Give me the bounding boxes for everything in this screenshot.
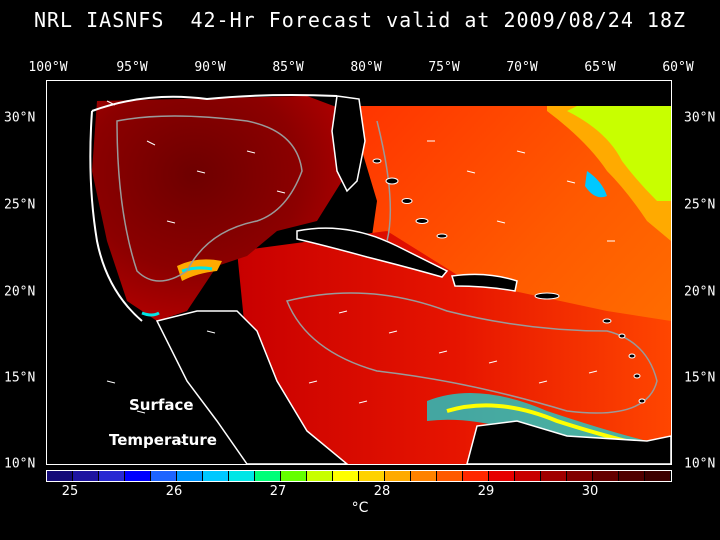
colorbar-swatch: [203, 471, 229, 481]
lon-tick: 95°W: [116, 60, 148, 75]
colorbar-swatch: [385, 471, 411, 481]
colorbar-swatch: [437, 471, 463, 481]
colorbar-swatch: [307, 471, 333, 481]
colorbar-swatch: [567, 471, 593, 481]
gulf-depth-contour: [116, 115, 303, 282]
colorbar-swatch: [645, 471, 671, 481]
lat-tick: 20°N: [4, 284, 36, 300]
colorbar-swatch: [619, 471, 645, 481]
lon-tick: 65°W: [584, 60, 616, 75]
lat-tick: 25°N: [684, 197, 716, 213]
cold-eddy: [585, 171, 607, 198]
colorbar-swatch: [255, 471, 281, 481]
bahamas-contour: [376, 120, 392, 242]
colorbar-swatch: [281, 471, 307, 481]
colorbar-label: 30: [581, 484, 599, 499]
hispaniola-island: [451, 273, 518, 292]
colorbar-unit: °C: [351, 500, 369, 516]
wind-vectors: [106, 100, 615, 444]
lon-tick: 70°W: [506, 60, 538, 75]
temperature-map[interactable]: Surface Temperature: [46, 80, 672, 465]
caribbean-depth-contour: [285, 292, 658, 414]
lat-tick: 10°N: [4, 456, 36, 472]
overlay-label-line1: Surface: [129, 396, 194, 414]
colorbar-swatch: [229, 471, 255, 481]
gulf-of-mexico: [92, 96, 347, 321]
lat-tick: 30°N: [4, 110, 36, 126]
colorbar-swatch: [99, 471, 125, 481]
lat-tick: 20°N: [684, 284, 716, 300]
colorbar-label: 29: [477, 484, 495, 499]
gulf-coastline: [91, 94, 338, 112]
colorbar-swatch: [177, 471, 203, 481]
lat-tick: 30°N: [684, 110, 716, 126]
lat-tick: 10°N: [684, 456, 716, 472]
colorbar-label: 28: [373, 484, 391, 499]
colorbar-swatch: [489, 471, 515, 481]
colorbar-label: 27: [269, 484, 287, 499]
overlay-label-line2: Temperature: [109, 431, 217, 449]
lon-tick: 85°W: [272, 60, 304, 75]
colorbar-swatch: [151, 471, 177, 481]
cool-coastal-strip: [181, 266, 213, 273]
colorbar: [46, 470, 672, 482]
colorbar-swatch: [333, 471, 359, 481]
lon-tick: 60°W: [662, 60, 694, 75]
cuba-island: [296, 227, 449, 278]
bahamas-islands: [372, 158, 448, 239]
lon-tick: 75°W: [428, 60, 460, 75]
colorbar-swatch: [47, 471, 73, 481]
colorbar-swatch: [359, 471, 385, 481]
colorbar-swatch: [541, 471, 567, 481]
lesser-antilles: [534, 292, 646, 404]
lon-tick: 90°W: [194, 60, 226, 75]
lat-tick: 15°N: [684, 370, 716, 386]
colorbar-swatch: [593, 471, 619, 481]
florida-land: [331, 95, 366, 193]
cool-coastal-strip-west: [141, 311, 160, 317]
mexico-coastline: [89, 110, 143, 322]
lat-tick: 15°N: [4, 370, 36, 386]
colorbar-label: 26: [165, 484, 183, 499]
lon-tick: 80°W: [350, 60, 382, 75]
central-america-land: [155, 310, 350, 465]
colorbar-swatch: [125, 471, 151, 481]
colorbar-swatch: [463, 471, 489, 481]
colorbar-swatch: [73, 471, 99, 481]
colorbar-swatch: [515, 471, 541, 481]
colorbar-label: 25: [61, 484, 79, 499]
colorbar-swatch: [411, 471, 437, 481]
yucatan-upwelling: [177, 259, 222, 281]
caribbean-sea: [237, 231, 671, 464]
lon-tick: 100°W: [28, 60, 68, 75]
map-canvas: [47, 81, 672, 465]
lat-tick: 25°N: [4, 197, 36, 213]
map-title: NRL IASNFS 42-Hr Forecast valid at 2009/…: [33, 8, 687, 32]
atlantic-cooler-region: [567, 106, 671, 201]
